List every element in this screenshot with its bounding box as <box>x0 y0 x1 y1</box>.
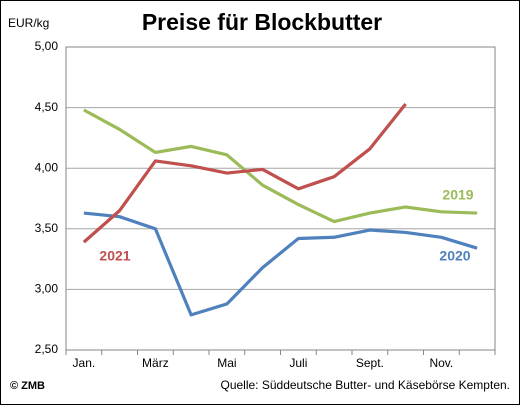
y-tick-label: 5,00 <box>35 39 59 53</box>
y-tick-label: 2,50 <box>35 342 59 356</box>
series-label: 2020 <box>439 248 470 264</box>
series-label: 2019 <box>442 187 473 203</box>
x-tick-label: März <box>142 356 169 370</box>
x-tick-label: Mai <box>217 356 236 370</box>
y-tick-label: 4,50 <box>35 100 59 114</box>
line-series <box>83 211 478 317</box>
y-axis-label: EUR/kg <box>8 16 49 30</box>
copyright: © ZMB <box>10 380 45 392</box>
x-tick-label: Nov. <box>429 356 453 370</box>
x-tick-label: Juli <box>289 356 307 370</box>
x-tick-label: Sept. <box>356 356 384 370</box>
y-tick-label: 3,50 <box>35 221 59 235</box>
chart-title: Preise für Blockbutter <box>142 9 382 35</box>
source: Quelle: Süddeutsche Butter- und Käsebörs… <box>220 378 510 392</box>
series-label: 2021 <box>99 248 130 264</box>
x-tick-label: Jan. <box>73 356 96 370</box>
y-tick-label: 3,00 <box>35 282 59 296</box>
line-series <box>83 108 478 224</box>
line-series <box>82 102 407 244</box>
y-tick-label: 4,00 <box>35 160 59 174</box>
